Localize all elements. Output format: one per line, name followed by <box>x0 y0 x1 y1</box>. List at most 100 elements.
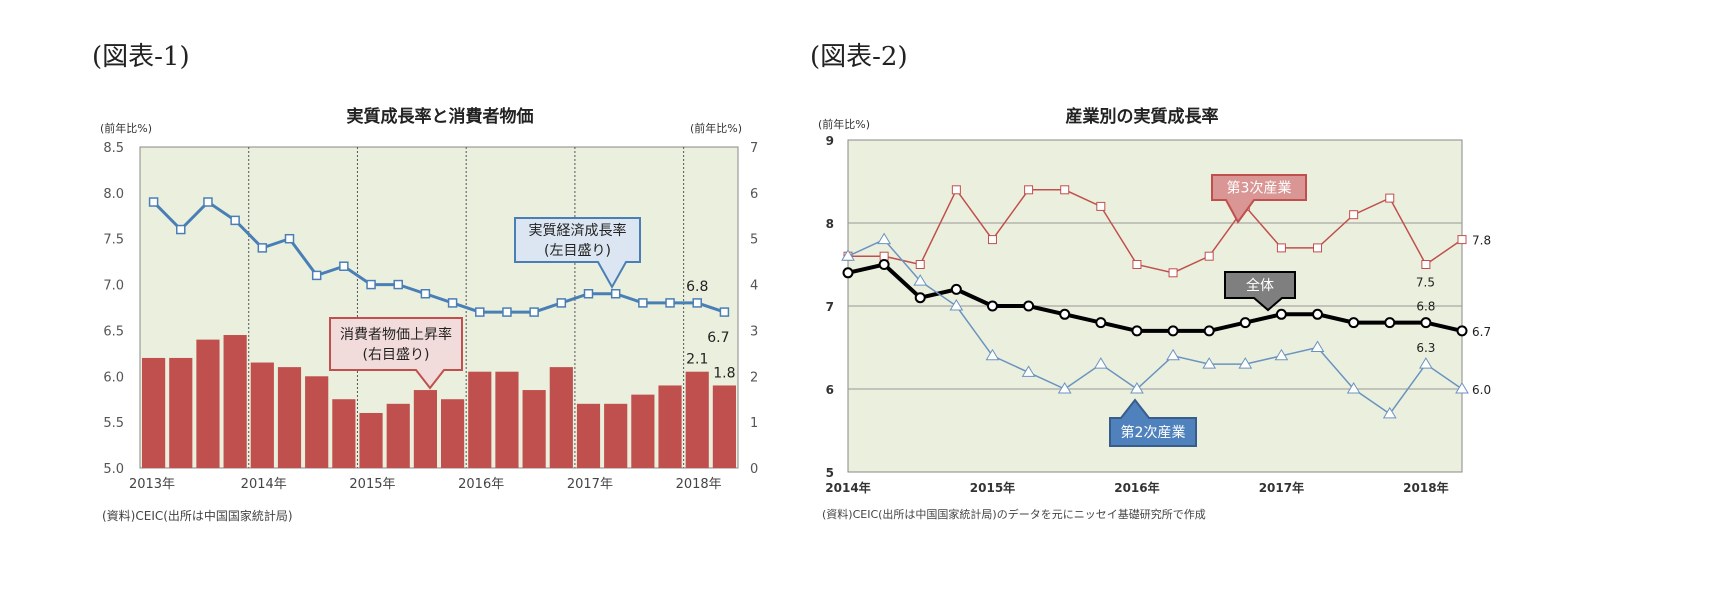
gdp-point <box>447 298 458 308</box>
overall-point <box>1059 308 1071 320</box>
cpi-bar <box>277 367 302 468</box>
secondary-point <box>877 232 892 245</box>
gdp-callout <box>514 217 641 290</box>
overall-point <box>1456 325 1468 337</box>
gdp-point <box>719 307 730 317</box>
gdp-point <box>638 298 648 308</box>
overall-point <box>1023 300 1035 312</box>
gdp-point <box>529 307 539 317</box>
cpi-callout-text: 消費者物価上昇率 <box>340 326 452 343</box>
gdp-point <box>502 307 512 317</box>
gdp-point <box>176 224 186 235</box>
overall-point <box>1275 308 1287 320</box>
secondary-point <box>1238 357 1253 369</box>
cpi-bar <box>223 335 247 468</box>
tertiary-callout <box>1211 174 1307 224</box>
chart2-xtick: 2016年 <box>1114 480 1159 495</box>
gdp-data-label: 6.7 <box>707 330 729 346</box>
chart1-ytick-right: 5 <box>750 233 758 248</box>
gdp-point <box>475 307 485 317</box>
gdp-point <box>556 298 567 308</box>
gdp-point <box>203 197 213 207</box>
cpi-bar <box>413 390 437 468</box>
tertiary-point <box>1168 268 1178 278</box>
chart1-ytick-left: 8.5 <box>103 141 124 156</box>
cpi-bar <box>305 376 329 468</box>
overall-data-label: 6.8 <box>1416 300 1435 314</box>
overall-point <box>950 283 962 295</box>
gdp-point <box>692 298 702 308</box>
chart2-ytick: 8 <box>826 217 834 231</box>
gdp-point <box>665 298 675 308</box>
cpi-bar <box>359 412 383 468</box>
chart1-xtick: 2015年 <box>349 477 395 492</box>
secondary-point <box>1093 357 1108 369</box>
tertiary-point <box>1060 185 1070 195</box>
tertiary-point <box>1024 185 1034 195</box>
gdp-point <box>393 279 403 290</box>
gdp-line <box>152 200 725 314</box>
cpi-callout-text: (右目盛り) <box>363 347 430 363</box>
chart2-ylabel: (前年比%) <box>818 117 870 131</box>
overall-point <box>1095 317 1107 329</box>
overall-line <box>847 262 1463 333</box>
chart1-ytick-right: 3 <box>750 324 758 339</box>
secondary-point <box>1166 348 1180 361</box>
tertiary-point <box>1096 201 1106 211</box>
overall-point <box>1167 325 1179 337</box>
cpi-bar <box>522 390 546 468</box>
secondary-point <box>1346 382 1361 394</box>
gdp-point <box>583 288 594 299</box>
cpi-data-label: 1.8 <box>713 365 735 381</box>
gdp-point <box>148 197 159 207</box>
tertiary-data-label: 7.8 <box>1472 234 1491 248</box>
gdp-point <box>339 261 349 271</box>
tertiary-point <box>1276 243 1286 253</box>
cpi-callout <box>329 317 463 390</box>
cpi-bar <box>468 371 492 468</box>
chart1-ytick-right: 7 <box>750 141 758 156</box>
cpi-bar <box>250 362 274 468</box>
cpi-bar <box>712 385 736 468</box>
gdp-callout-text: (左目盛り) <box>544 243 611 259</box>
chart2-title: 産業別の実質成長率 <box>1066 106 1219 127</box>
secondary-callout <box>1109 398 1197 447</box>
tertiary-point <box>1421 260 1431 269</box>
secondary-point <box>913 274 928 286</box>
tertiary-point <box>1457 235 1467 245</box>
chart2-xtick: 2014年 <box>825 480 870 495</box>
chart1-xtick: 2013年 <box>129 477 175 492</box>
secondary-point <box>1130 382 1144 394</box>
figure-label-2: (図表-2) <box>810 42 908 72</box>
overall-callout <box>1224 271 1296 312</box>
chart1-ytick-left: 5.5 <box>103 416 124 431</box>
chart1-ytick-right: 1 <box>750 416 758 431</box>
overall-point <box>1131 325 1143 337</box>
cpi-bar <box>658 385 682 468</box>
gdp-callout-text: 実質経済成長率 <box>529 222 627 239</box>
tertiary-line <box>848 188 1463 274</box>
tertiary-point <box>1349 210 1359 220</box>
gdp-point <box>366 279 376 290</box>
overall-point <box>878 259 890 270</box>
chart2-xtick: 2015年 <box>970 480 1015 495</box>
chart2-source: (資料)CEIC(出所は中国国家統計局)のデータを元にニッセイ基礎研究所で作成 <box>822 507 1206 521</box>
chart1-ytick-left: 8.0 <box>103 187 124 202</box>
chart1-xtick: 2016年 <box>458 477 504 492</box>
secondary-point <box>949 299 964 311</box>
chart1-ytick-left: 5.0 <box>103 462 124 477</box>
chart1-ytick-right: 6 <box>750 187 758 202</box>
overall-data-label: 6.7 <box>1472 325 1491 339</box>
cpi-bar <box>169 357 193 468</box>
cpi-bar <box>685 371 709 468</box>
cpi-bar <box>495 371 519 468</box>
chart2-xtick: 2017年 <box>1259 480 1304 495</box>
secondary-data-label: 6.0 <box>1472 383 1491 397</box>
gdp-point <box>257 243 268 253</box>
secondary-point <box>1382 406 1397 419</box>
chart1-xtick: 2014年 <box>241 477 287 492</box>
gdp-point <box>230 215 240 226</box>
chart1-title: 実質成長率と消費者物価 <box>347 106 534 127</box>
secondary-callout-text: 第2次産業 <box>1121 424 1186 441</box>
cpi-bar <box>386 403 410 468</box>
